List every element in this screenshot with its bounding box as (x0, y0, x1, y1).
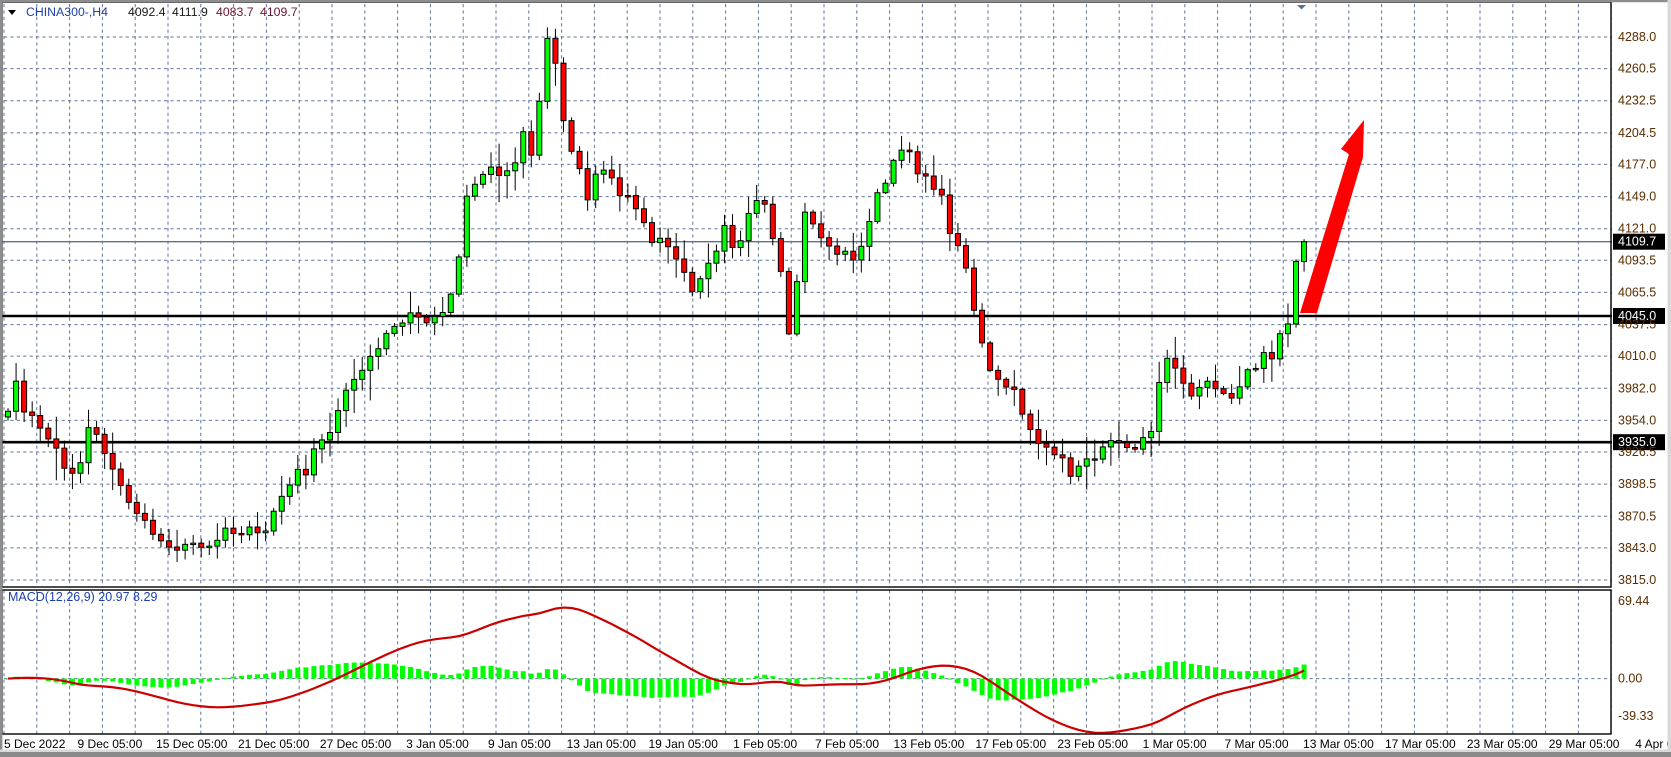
svg-text:4121.0: 4121.0 (1618, 222, 1656, 236)
svg-text:21 Dec 05:00: 21 Dec 05:00 (238, 737, 310, 751)
svg-text:4 Apr 05:00: 4 Apr 05:00 (1635, 737, 1671, 751)
svg-text:4065.5: 4065.5 (1618, 285, 1656, 299)
svg-text:4232.5: 4232.5 (1618, 94, 1656, 108)
svg-text:9 Dec 05:00: 9 Dec 05:00 (78, 737, 143, 751)
svg-text:4177.0: 4177.0 (1618, 157, 1656, 171)
svg-text:7 Feb 05:00: 7 Feb 05:00 (815, 737, 879, 751)
svg-text:69.44: 69.44 (1618, 594, 1649, 608)
svg-text:-39.33: -39.33 (1618, 709, 1653, 723)
svg-text:3 Jan 05:00: 3 Jan 05:00 (406, 737, 469, 751)
svg-text:CHINA300‐,H4: CHINA300‐,H4 (26, 5, 108, 19)
svg-text:13 Jan 05:00: 13 Jan 05:00 (567, 737, 637, 751)
svg-text:3870.5: 3870.5 (1618, 509, 1656, 523)
svg-text:4010.0: 4010.0 (1618, 349, 1656, 363)
svg-text:13 Feb 05:00: 13 Feb 05:00 (894, 737, 965, 751)
svg-text:4260.5: 4260.5 (1618, 62, 1656, 76)
svg-text:4109.7: 4109.7 (1618, 235, 1656, 249)
svg-text:4092.4: 4092.4 (128, 5, 166, 19)
svg-text:27 Dec 05:00: 27 Dec 05:00 (320, 737, 392, 751)
svg-text:17 Mar 05:00: 17 Mar 05:00 (1385, 737, 1456, 751)
svg-text:13 Mar 05:00: 13 Mar 05:00 (1303, 737, 1374, 751)
svg-text:4288.0: 4288.0 (1618, 30, 1656, 44)
svg-text:5 Dec 2022: 5 Dec 2022 (4, 737, 66, 751)
svg-text:29 Mar 05:00: 29 Mar 05:00 (1549, 737, 1620, 751)
svg-text:3954.0: 3954.0 (1618, 413, 1656, 427)
svg-text:15 Dec 05:00: 15 Dec 05:00 (156, 737, 228, 751)
svg-text:3926.5: 3926.5 (1618, 445, 1656, 459)
svg-text:1 Mar 05:00: 1 Mar 05:00 (1143, 737, 1207, 751)
svg-text:4109.7: 4109.7 (260, 5, 298, 19)
svg-text:3843.0: 3843.0 (1618, 541, 1656, 555)
svg-text:23 Feb 05:00: 23 Feb 05:00 (1057, 737, 1128, 751)
svg-text:17 Feb 05:00: 17 Feb 05:00 (975, 737, 1046, 751)
svg-text:19 Jan 05:00: 19 Jan 05:00 (648, 737, 718, 751)
svg-text:1 Feb 05:00: 1 Feb 05:00 (733, 737, 797, 751)
svg-text:3815.0: 3815.0 (1618, 573, 1656, 587)
svg-text:4204.5: 4204.5 (1618, 126, 1656, 140)
svg-text:23 Mar 05:00: 23 Mar 05:00 (1467, 737, 1538, 751)
svg-text:4093.5: 4093.5 (1618, 253, 1656, 267)
svg-text:3898.5: 3898.5 (1618, 477, 1656, 491)
svg-text:MACD(12,26,9) 20.97 8.29: MACD(12,26,9) 20.97 8.29 (8, 590, 157, 604)
svg-text:4083.7: 4083.7 (216, 5, 254, 19)
svg-text:7 Mar 05:00: 7 Mar 05:00 (1224, 737, 1288, 751)
svg-text:0.00: 0.00 (1618, 672, 1642, 686)
svg-text:4111.9: 4111.9 (172, 5, 208, 19)
svg-text:4149.0: 4149.0 (1618, 190, 1656, 204)
svg-text:4037.5: 4037.5 (1618, 318, 1656, 332)
svg-text:9 Jan 05:00: 9 Jan 05:00 (488, 737, 551, 751)
svg-text:3982.0: 3982.0 (1618, 381, 1656, 395)
